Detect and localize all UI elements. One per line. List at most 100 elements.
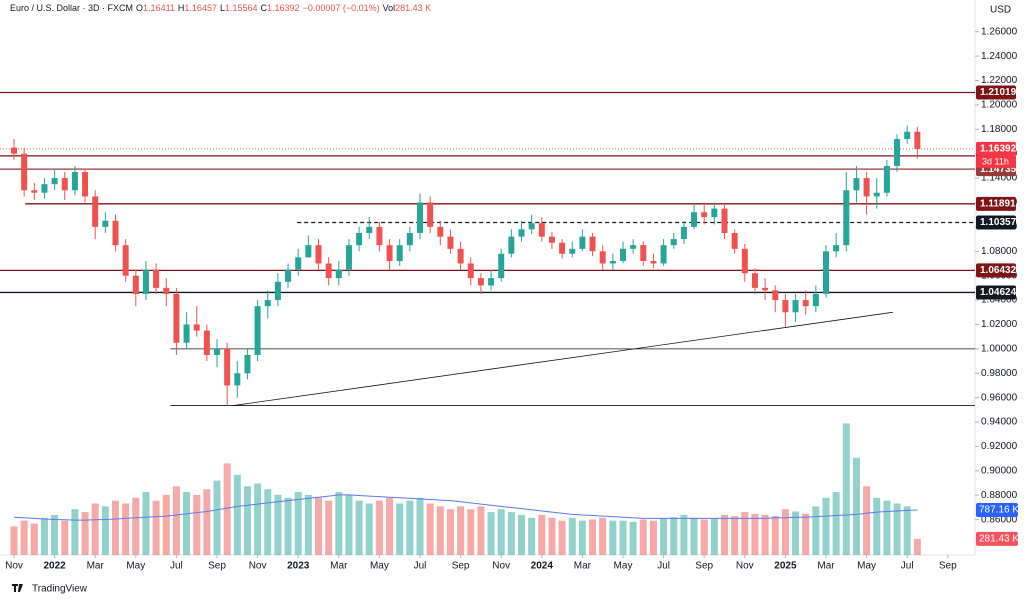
x-tick-label: Nov <box>492 561 510 572</box>
candle-body <box>650 261 657 264</box>
level-label-bg <box>976 85 1016 100</box>
candle-body <box>254 306 261 355</box>
candle-body <box>701 212 708 218</box>
candle-body <box>396 245 403 262</box>
x-tick-label: Mar <box>574 561 592 572</box>
candle-body <box>843 190 850 246</box>
candle-body <box>863 178 870 197</box>
candle-body <box>538 223 545 237</box>
candle-body <box>751 273 758 288</box>
volume-bar <box>375 500 383 555</box>
candle-body <box>467 263 474 279</box>
candle-body <box>518 229 525 237</box>
x-tick-label: Nov <box>5 561 23 572</box>
volume-bar <box>792 511 800 555</box>
candle-body <box>376 226 383 246</box>
volume-bar <box>365 503 373 555</box>
volume-bar <box>436 506 444 555</box>
volume-bar <box>142 492 150 555</box>
candle-body <box>305 245 312 258</box>
volume-bar <box>355 500 363 555</box>
legend-value: 1.15564 <box>224 3 258 13</box>
candle-body <box>244 354 251 374</box>
volume-bar <box>710 518 718 555</box>
volume-bar <box>903 506 911 555</box>
volume-bar <box>183 492 191 555</box>
legend-key: H <box>177 3 185 13</box>
x-tick-label: 2024 <box>531 561 554 572</box>
volume-bar <box>812 506 820 555</box>
candle-body <box>762 287 769 291</box>
x-tick-label: 2023 <box>287 561 310 572</box>
candle-body <box>802 300 809 307</box>
legend-value: 281.43 K <box>395 3 432 13</box>
volume-bar <box>426 503 434 555</box>
candle-body <box>711 208 718 218</box>
x-tick-label: May <box>857 561 876 572</box>
x-tick-label: Mar <box>817 561 835 572</box>
volume-bar <box>416 497 424 555</box>
volume-bar <box>670 517 678 555</box>
volume-ma <box>13 494 918 521</box>
x-tick-label: Sep <box>939 561 957 572</box>
candle-body <box>559 242 566 254</box>
symbol-title: Euro / U.S. Dollar · 3D · FXCM <box>10 3 134 13</box>
volume-bar <box>497 509 505 555</box>
volume-bar <box>51 514 59 555</box>
volume-bar <box>274 494 282 555</box>
volume-bar <box>660 518 668 555</box>
candle-body <box>345 245 352 270</box>
ma-label: 787.16 K <box>979 505 1019 516</box>
legend-value: −0.00007 (−0.01%) <box>302 3 380 13</box>
candle-body <box>660 245 667 264</box>
volume-bar <box>10 526 18 555</box>
last-price-label: 1.16392 <box>980 144 1017 155</box>
volume-bar <box>781 509 789 555</box>
volume-bar <box>761 514 769 555</box>
volume-bar <box>883 500 891 555</box>
candle-body <box>51 178 58 185</box>
volume-bar <box>457 506 465 555</box>
y-tick-label: 1.24000 <box>981 51 1018 62</box>
legend-key: Vol <box>382 3 396 13</box>
candle-body <box>528 223 535 230</box>
volume-bar <box>335 492 343 555</box>
volume-bar <box>589 519 597 555</box>
candle-body <box>335 269 342 279</box>
candle-body <box>589 236 596 252</box>
candle-body <box>285 269 292 282</box>
volume-bar <box>315 497 323 555</box>
candle-body <box>142 269 149 294</box>
legend-key: L <box>219 3 225 13</box>
level-label: 1.10357 <box>980 217 1017 228</box>
volume-bar <box>629 521 637 555</box>
brand-logo <box>12 584 23 592</box>
candle-body <box>833 245 840 252</box>
candle-body <box>914 131 921 149</box>
volume-bar <box>203 489 211 555</box>
x-tick-label: 2022 <box>43 561 66 572</box>
volume-bar <box>446 509 454 555</box>
legend-key: C <box>260 3 268 13</box>
x-tick-label: Jul <box>657 561 670 572</box>
candle-body <box>325 263 332 279</box>
candle-body <box>853 178 860 191</box>
volume-bar <box>233 474 241 555</box>
y-tick-label: 1.18000 <box>981 124 1018 135</box>
candle-body <box>214 348 221 355</box>
volume-bar <box>741 512 749 555</box>
candle-body <box>609 261 616 264</box>
candle-body <box>234 373 241 386</box>
x-tick-label: May <box>126 561 145 572</box>
volume-label: 281.43 K <box>979 534 1019 545</box>
y-tick-label: 1.08000 <box>981 246 1018 257</box>
candle-body <box>356 232 363 246</box>
level-label-bg <box>976 263 1016 278</box>
volume-bar <box>558 520 566 555</box>
volume-bar <box>132 497 140 555</box>
candle-body <box>132 275 139 294</box>
candle-body <box>599 251 606 264</box>
trend-line <box>233 311 894 406</box>
level-label-bg <box>976 196 1016 211</box>
